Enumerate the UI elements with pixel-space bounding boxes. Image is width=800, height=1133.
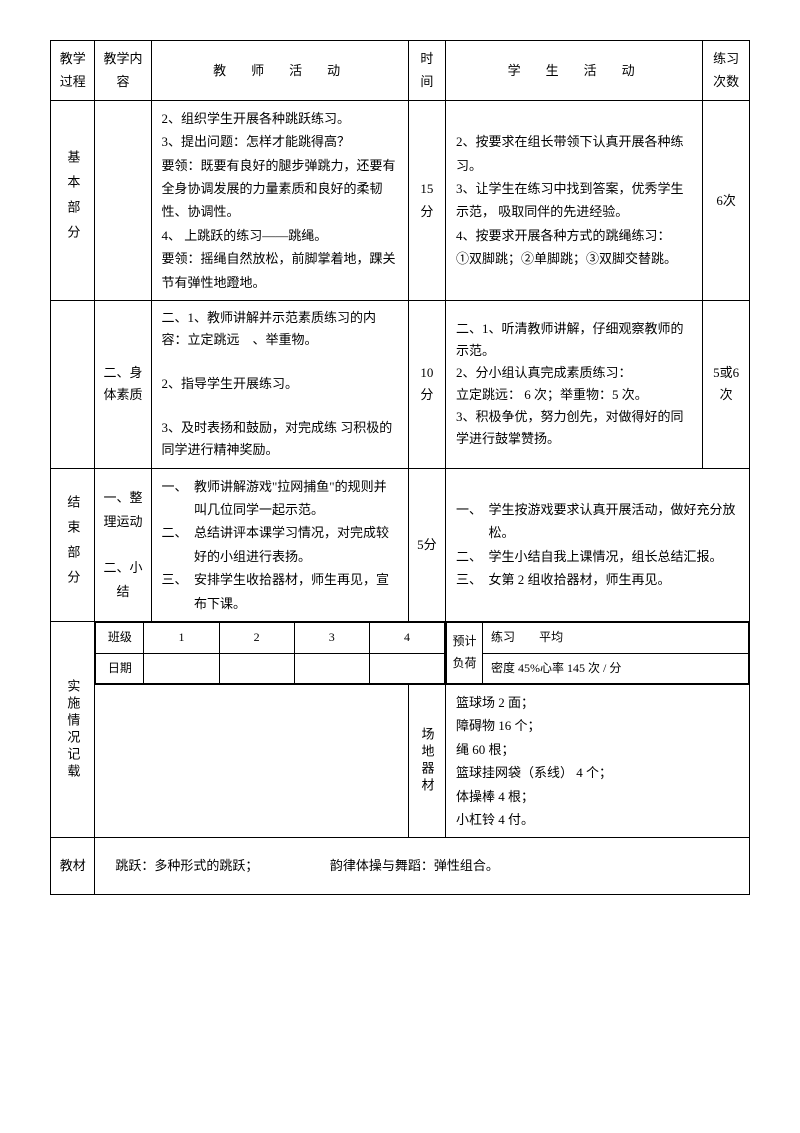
t2-l1: 二、1、教师讲解并示范素质练习的内容：立定跳远 、举重物。 <box>162 310 377 347</box>
impl-blank <box>95 685 408 838</box>
content-quality: 二、身体素质 <box>95 300 151 468</box>
t3-l3a: 三、 <box>162 568 195 615</box>
impl-row2: 场地器材 篮球场 2 面； 障碍物 16 个； 绳 60 根； 篮球挂网袋（系线… <box>51 685 750 838</box>
s3-l1b: 学生按游戏要求认真开展活动，做好充分放松。 <box>489 498 739 545</box>
equip-label: 场地器材 <box>408 685 445 838</box>
eq2: 障碍物 16 个； <box>456 718 541 733</box>
teacher-end: 一、教师讲解游戏"拉网捕鱼"的规则并叫几位同学一起示范。 二、总结讲评本课学习情… <box>151 468 408 621</box>
quality-section-row: 二、身体素质 二、1、教师讲解并示范素质练习的内容：立定跳远 、举重物。 2、指… <box>51 300 750 468</box>
teacher-basic: 2、组织学生开展各种跳跃练习。 3、提出问题：怎样才能跳得高？ 要领：既要有良好… <box>151 100 408 300</box>
class-3: 3 <box>294 622 369 653</box>
load-table: 预计负荷 练习 平均 密度 45%心率 145 次 / 分 <box>446 622 749 684</box>
hdr-time: 时间 <box>408 41 445 101</box>
date-1 <box>144 653 219 684</box>
student-basic: 2、按要求在组长带领下认真开展各种练习。 3、让学生在练习中找到答案，优秀学生示… <box>446 100 703 300</box>
s2-l2: 2、分小组认真完成素质练习： <box>456 365 632 380</box>
equip-list: 篮球场 2 面； 障碍物 16 个； 绳 60 根； 篮球挂网袋（系线） 4 个… <box>446 685 750 838</box>
header-row: 教学过程 教学内容 教 师 活 动 时间 学 生 活 动 练习次数 <box>51 41 750 101</box>
s1-l3: 4、按要求开展各种方式的跳绳练习： <box>456 228 671 243</box>
student-end: 一、学生按游戏要求认真开展活动，做好充分放松。 二、学生小结自我上课情况，组长总… <box>446 468 750 621</box>
date-4 <box>369 653 444 684</box>
content-end: 一、整理运动 二、小结 <box>95 468 151 621</box>
load-top: 练习 平均 <box>483 622 749 653</box>
time-quality: 10分 <box>408 300 445 468</box>
teacher-quality: 二、1、教师讲解并示范素质练习的内容：立定跳远 、举重物。 2、指导学生开展练习… <box>151 300 408 468</box>
date-3 <box>294 653 369 684</box>
eq3: 绳 60 根； <box>456 742 515 757</box>
load-t1: 练习 <box>491 630 515 644</box>
t1-l4: 4、 上跳跃的练习——跳绳。 <box>162 224 398 247</box>
class-date-table: 班级 1 2 3 4 日期 <box>95 622 445 684</box>
basic-section-row: 基本部分 2、组织学生开展各种跳跃练习。 3、提出问题：怎样才能跳得高？ 要领：… <box>51 100 750 300</box>
s2-l4: 3、积极争优，努力创先，对做得好的同学进行鼓掌赞扬。 <box>456 409 684 446</box>
s2-l3: 立定跳远： 6 次；举重物：5 次。 <box>456 387 648 402</box>
hdr-teacher: 教 师 活 动 <box>151 41 408 101</box>
t1-l2: 3、提出问题：怎样才能跳得高？ <box>162 134 351 149</box>
date-2 <box>219 653 294 684</box>
material-text: 跳跃：多种形式的跳跃； 韵律体操与舞蹈：弹性组合。 <box>95 838 750 894</box>
class-4: 4 <box>369 622 444 653</box>
load-bottom: 密度 45%心率 145 次 / 分 <box>483 653 749 684</box>
t1-l1: 2、组织学生开展各种跳跃练习。 <box>162 111 351 126</box>
s3-l3b: 女第 2 组收拾器材，师生再见。 <box>489 568 739 591</box>
t2-l3: 3、及时表扬和鼓励，对完成练 习积极的同学进行精神奖励。 <box>162 420 393 457</box>
hdr-student: 学 生 活 动 <box>446 41 703 101</box>
eq6: 小杠铃 4 付。 <box>456 812 534 827</box>
process-end: 结束部分 <box>51 468 95 621</box>
count-basic: 6次 <box>703 100 750 300</box>
s1-l2: 3、让学生在练习中找到答案，优秀学生示范， 吸取同伴的先进经验。 <box>456 181 684 219</box>
t3-l2b: 总结讲评本课学习情况，对完成较好的小组进行表扬。 <box>194 521 398 568</box>
load-label: 预计负荷 <box>447 622 483 683</box>
c3-2: 二、小结 <box>103 560 142 598</box>
eq4: 篮球挂网袋（系线） 4 个； <box>456 765 612 780</box>
s3-l3a: 三、 <box>456 568 489 591</box>
material-label: 教材 <box>51 838 95 894</box>
t1-l5: 要领：摇绳自然放松，前脚掌着地，踝关节有弹性地蹬地。 <box>162 251 396 289</box>
s1-l4: ①双脚跳；②单脚跳；③双脚交替跳。 <box>456 251 677 266</box>
lesson-plan-table: 教学过程 教学内容 教 师 活 动 时间 学 生 活 动 练习次数 基本部分 2… <box>50 40 750 895</box>
impl-row: 实施情况记载 班级 1 2 3 4 日期 <box>51 621 750 684</box>
count-quality: 5或6次 <box>703 300 750 468</box>
t3-l2a: 二、 <box>162 521 195 568</box>
s3-l2b: 学生小结自我上课情况，组长总结汇报。 <box>489 545 739 568</box>
t2-l2: 2、指导学生开展练习。 <box>162 376 299 391</box>
s3-l2a: 二、 <box>456 545 489 568</box>
s1-l1: 2、按要求在组长带领下认真开展各种练习。 <box>456 134 684 172</box>
hdr-content: 教学内容 <box>95 41 151 101</box>
t1-l3: 要领：既要有良好的腿步弹跳力，还要有全身协调发展的力量素质和良好的柔韧性、协调性… <box>162 158 396 220</box>
process-quality <box>51 300 95 468</box>
load-t2: 平均 <box>539 630 563 644</box>
eq1: 篮球场 2 面； <box>456 695 534 710</box>
impl-load: 预计负荷 练习 平均 密度 45%心率 145 次 / 分 <box>446 621 750 684</box>
content-basic <box>95 100 151 300</box>
date-label: 日期 <box>96 653 144 684</box>
t3-l3b: 安排学生收拾器材，师生再见，宣布下课。 <box>194 568 398 615</box>
class-2: 2 <box>219 622 294 653</box>
eq5: 体操棒 4 根； <box>456 789 534 804</box>
hdr-count: 练习次数 <box>703 41 750 101</box>
hdr-process: 教学过程 <box>51 41 95 101</box>
t3-l1a: 一、 <box>162 475 195 522</box>
time-basic: 15分 <box>408 100 445 300</box>
impl-label: 实施情况记载 <box>51 621 95 838</box>
c3-1: 一、整理运动 <box>103 490 142 528</box>
time-end: 5分 <box>408 468 445 621</box>
s2-l1: 二、1、听清教师讲解，仔细观察教师的示范。 <box>456 321 684 358</box>
load-t3: 密度 45% <box>491 661 540 675</box>
class-1: 1 <box>144 622 219 653</box>
impl-class-grid: 班级 1 2 3 4 日期 <box>95 621 446 684</box>
s3-l1a: 一、 <box>456 498 489 545</box>
load-t4: 心率 145 次 / 分 <box>540 661 621 675</box>
student-quality: 二、1、听清教师讲解，仔细观察教师的示范。 2、分小组认真完成素质练习： 立定跳… <box>446 300 703 468</box>
end-section-row: 结束部分 一、整理运动 二、小结 一、教师讲解游戏"拉网捕鱼"的规则并叫几位同学… <box>51 468 750 621</box>
t3-l1b: 教师讲解游戏"拉网捕鱼"的规则并叫几位同学一起示范。 <box>194 475 398 522</box>
class-label: 班级 <box>96 622 144 653</box>
process-basic: 基本部分 <box>51 100 95 300</box>
material-row: 教材 跳跃：多种形式的跳跃； 韵律体操与舞蹈：弹性组合。 <box>51 838 750 894</box>
